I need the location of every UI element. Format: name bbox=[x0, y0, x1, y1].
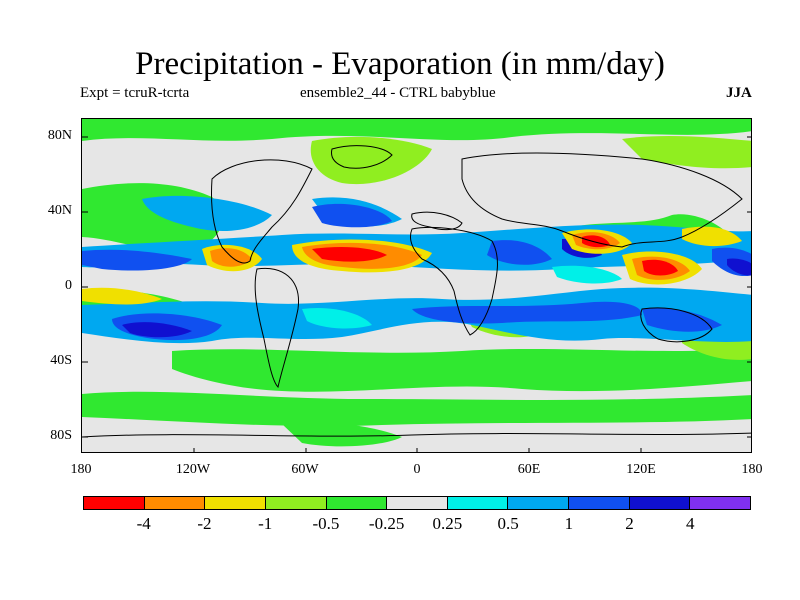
colorbar-label: -1 bbox=[258, 514, 273, 533]
y-tick-label-0: 0 bbox=[65, 278, 72, 293]
colorbar-swatch bbox=[508, 497, 570, 509]
figure-title: Precipitation - Evaporation (in mm/day) bbox=[135, 46, 665, 82]
x-tick-label-60w: 60W bbox=[291, 462, 319, 477]
colorbar-label: 4 bbox=[686, 514, 695, 533]
x-tick-label-120e: 120E bbox=[626, 462, 656, 477]
coastline-outline bbox=[82, 145, 751, 438]
x-tick-label-180e: 180 bbox=[741, 462, 763, 477]
colorbar-swatch bbox=[569, 497, 630, 509]
map-plot-area bbox=[81, 118, 752, 453]
colorbar-swatch bbox=[205, 497, 266, 509]
colorbar-label: 0.5 bbox=[497, 514, 519, 533]
x-tick-label-60e: 60E bbox=[517, 462, 541, 477]
cyan-contours bbox=[302, 265, 622, 329]
y-tick-label-80n: 80N bbox=[47, 128, 72, 143]
experiment-label: Expt = tcruR-tcrta bbox=[80, 85, 190, 101]
x-tick-label-180w: 180 bbox=[70, 462, 92, 477]
colorbar-swatch bbox=[326, 497, 388, 509]
colorbar-swatch bbox=[265, 497, 327, 509]
plot-tick-marks bbox=[82, 136, 751, 452]
y-tick-label-40s: 40S bbox=[50, 353, 72, 368]
colorbar-swatch bbox=[144, 497, 206, 509]
colorbar-label: -4 bbox=[136, 514, 151, 533]
x-tick-label-0: 0 bbox=[413, 462, 421, 477]
season-label: JJA bbox=[726, 85, 752, 101]
colorbar-label: 1 bbox=[564, 514, 574, 533]
colorbar-swatch bbox=[84, 497, 145, 509]
colorbar-swatch bbox=[447, 497, 509, 509]
colorbar-label: -0.25 bbox=[368, 514, 405, 533]
colorbar-swatch bbox=[629, 497, 691, 509]
colorbar-label: -0.5 bbox=[312, 514, 340, 533]
colorbar-swatch bbox=[690, 497, 751, 509]
ensemble-label: ensemble2_44 - CTRL babyblue bbox=[300, 85, 496, 101]
x-tick-label-120w: 120W bbox=[175, 462, 211, 477]
colorbar-label: 0.25 bbox=[432, 514, 463, 533]
colorbar bbox=[83, 496, 751, 510]
colorbar-label: 2 bbox=[625, 514, 634, 533]
y-tick-label-80s: 80S bbox=[50, 428, 72, 443]
precip-evap-map bbox=[82, 119, 751, 452]
colorbar-label: -2 bbox=[197, 514, 212, 533]
colorbar-swatch bbox=[387, 497, 448, 509]
y-tick-label-40n: 40N bbox=[47, 203, 72, 218]
